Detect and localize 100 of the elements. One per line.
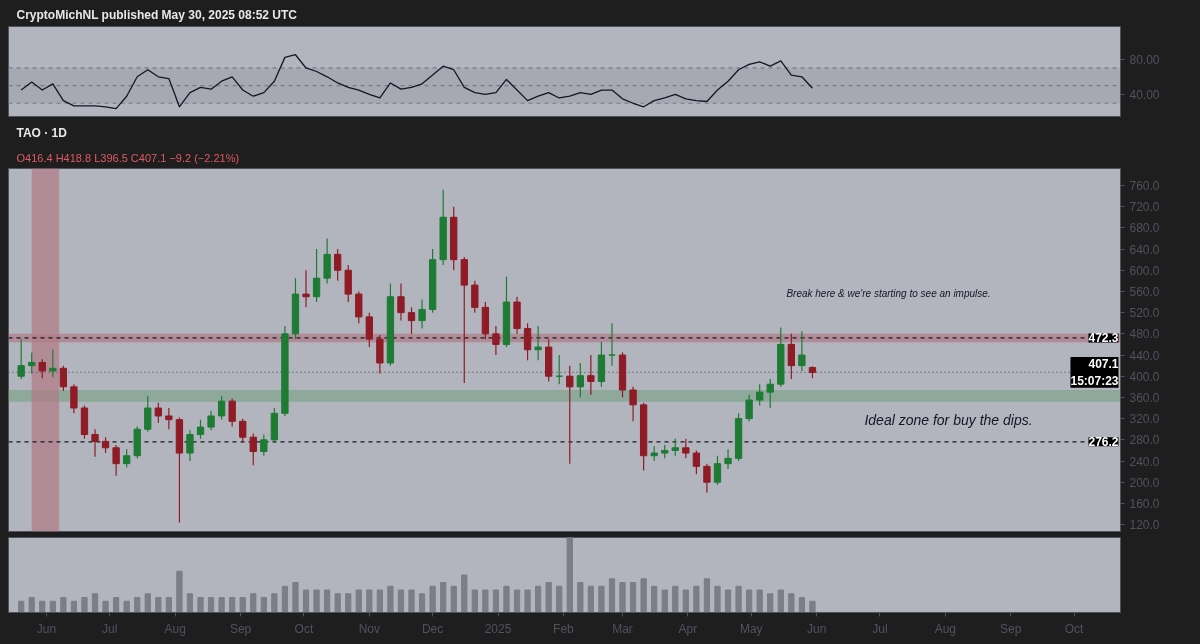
bar bbox=[492, 589, 500, 613]
bar bbox=[355, 589, 362, 613]
bar bbox=[345, 593, 352, 613]
bar bbox=[724, 589, 732, 613]
candlestick bbox=[566, 365, 574, 465]
bar bbox=[651, 585, 658, 613]
bar bbox=[556, 585, 563, 613]
bar bbox=[703, 578, 711, 613]
annotation: Break here & we're starting to see an impulse. bbox=[786, 288, 991, 299]
candlestick bbox=[355, 290, 363, 324]
bar bbox=[155, 597, 162, 613]
candlestick bbox=[682, 438, 690, 459]
candlestick bbox=[239, 418, 247, 444]
bar bbox=[461, 574, 468, 613]
candlestick bbox=[112, 444, 120, 477]
bar bbox=[134, 597, 141, 613]
chart-title: TAO · 1D bbox=[16, 125, 68, 140]
ref-line-label: 276.2 bbox=[1088, 435, 1119, 450]
y-tick-label: 280.0 bbox=[1129, 433, 1160, 448]
bar bbox=[418, 593, 426, 613]
bar bbox=[714, 585, 721, 613]
candlestick bbox=[534, 325, 542, 361]
x-tick-label: Mar bbox=[612, 621, 633, 636]
bar bbox=[28, 597, 35, 613]
x-tick-label: Oct bbox=[1064, 621, 1085, 636]
bar bbox=[91, 593, 99, 613]
bar bbox=[387, 585, 394, 613]
candlestick bbox=[587, 354, 595, 396]
bar bbox=[503, 585, 510, 613]
bar bbox=[745, 589, 753, 613]
bar bbox=[756, 589, 763, 613]
x-tick-label: Aug bbox=[934, 621, 957, 636]
y-tick-label: 40.00 bbox=[1129, 87, 1160, 102]
bar bbox=[313, 589, 320, 613]
candlestick bbox=[228, 397, 236, 428]
bar bbox=[587, 585, 595, 613]
bar bbox=[271, 593, 278, 613]
bar bbox=[577, 582, 584, 613]
bar bbox=[49, 600, 56, 613]
bar bbox=[144, 593, 151, 613]
candlestick bbox=[91, 428, 99, 458]
x-tick-label: Oct bbox=[294, 621, 314, 636]
candlestick bbox=[312, 248, 321, 303]
bar bbox=[39, 600, 46, 613]
x-tick-label: Feb bbox=[553, 621, 575, 636]
bar bbox=[471, 589, 478, 613]
candlestick bbox=[608, 322, 616, 367]
x-tick-label: Dec bbox=[421, 621, 444, 636]
line-series bbox=[20, 54, 814, 110]
candlestick bbox=[407, 306, 416, 335]
bar bbox=[629, 582, 637, 613]
x-tick-label: Sep bbox=[229, 621, 252, 636]
x-tick-label: Sep bbox=[1000, 621, 1022, 636]
bar bbox=[788, 593, 795, 613]
candlestick bbox=[260, 433, 268, 457]
x-tick-label: Jul bbox=[102, 621, 118, 636]
candlestick bbox=[756, 383, 764, 406]
bar bbox=[112, 597, 120, 613]
bar bbox=[81, 597, 88, 613]
x-tick-label: Aug bbox=[164, 621, 186, 636]
bar bbox=[176, 570, 183, 613]
candlestick bbox=[471, 280, 479, 314]
bar bbox=[661, 589, 668, 613]
bar bbox=[693, 585, 700, 613]
y-tick-label: 200.0 bbox=[1129, 475, 1160, 490]
candlestick bbox=[766, 378, 774, 409]
candlestick bbox=[629, 386, 637, 422]
candlestick bbox=[703, 463, 711, 494]
annotation: Ideal zone for buy the dips. bbox=[864, 411, 1033, 428]
bar bbox=[524, 589, 531, 613]
candlestick bbox=[344, 264, 352, 303]
bar bbox=[239, 597, 246, 613]
bar bbox=[777, 589, 784, 613]
ref-line-label: 407.1 15:07:23 bbox=[1070, 357, 1119, 388]
y-tick-label: 520.0 bbox=[1129, 306, 1160, 321]
bar bbox=[640, 578, 647, 613]
candlestick bbox=[59, 365, 68, 392]
y-tick-label: 680.0 bbox=[1129, 221, 1160, 236]
candlestick bbox=[787, 333, 795, 380]
bar bbox=[376, 589, 384, 613]
bar bbox=[302, 589, 310, 613]
x-tick-label: Jul bbox=[872, 621, 888, 636]
bar bbox=[545, 582, 552, 613]
bar bbox=[513, 589, 521, 613]
y-tick-label: 760.0 bbox=[1129, 178, 1160, 193]
candlestick bbox=[692, 449, 701, 475]
y-tick-label: 560.0 bbox=[1129, 284, 1160, 299]
bar bbox=[102, 600, 109, 613]
ref-line-label: 472.3 bbox=[1088, 331, 1119, 346]
candlestick bbox=[798, 330, 806, 372]
candlestick bbox=[302, 269, 310, 308]
bar bbox=[566, 537, 573, 613]
bar bbox=[207, 597, 215, 613]
bar bbox=[60, 597, 67, 613]
y-tick-label: 360.0 bbox=[1129, 390, 1160, 405]
bar bbox=[619, 582, 626, 613]
y-tick-label: 640.0 bbox=[1129, 242, 1160, 257]
y-tick-label: 400.0 bbox=[1129, 369, 1160, 384]
y-tick-label: 160.0 bbox=[1129, 496, 1160, 511]
y-tick-label: 480.0 bbox=[1129, 327, 1160, 342]
